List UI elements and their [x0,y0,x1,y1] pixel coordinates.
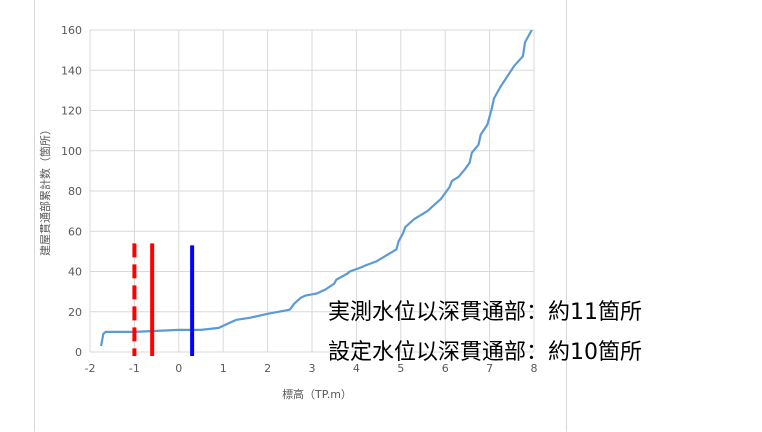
cumulative-penetration-line [100,29,533,347]
y-axis-title: 建屋貫通部累計数（箇所） [38,124,52,256]
x-tick-label: 5 [397,362,404,375]
y-tick-label: 40 [68,266,82,279]
x-tick-label: 3 [309,362,316,375]
x-tick-label: 0 [175,362,182,375]
y-tick-label: 100 [61,145,82,158]
y-tick-label: 160 [61,24,82,37]
x-tick-label: 1 [220,362,227,375]
x-tick-label: 6 [442,362,449,375]
annotation-measured-level: 実測水位以深貫通部：約11箇所 [328,300,642,325]
water-level-lines [132,243,195,356]
x-tick-label: 7 [486,362,493,375]
x-tick-labels: -2 -1 0 1 2 3 4 5 6 7 8 [85,362,538,375]
grid-layer [89,29,535,353]
x-axis-title: 標高（TP.m） [282,387,352,401]
x-tick-label: -2 [85,362,96,375]
series-layer [100,29,533,347]
annotation-design-level: 設定水位以深貫通部：約10箇所 [328,340,642,365]
y-tick-label: 60 [68,225,82,238]
x-tick-label: -1 [129,362,140,375]
y-tick-label: 140 [61,64,82,77]
y-tick-label: 120 [61,105,82,118]
x-tick-label: 2 [264,362,271,375]
y-tick-label: 20 [68,306,82,319]
x-tick-label: 8 [531,362,538,375]
y-tick-label: 80 [68,185,82,198]
chart-panel-border [34,0,567,432]
x-tick-label: 4 [353,362,360,375]
y-tick-labels: 0 20 40 60 80 100 120 140 160 [61,24,82,359]
y-tick-label: 0 [75,346,82,359]
